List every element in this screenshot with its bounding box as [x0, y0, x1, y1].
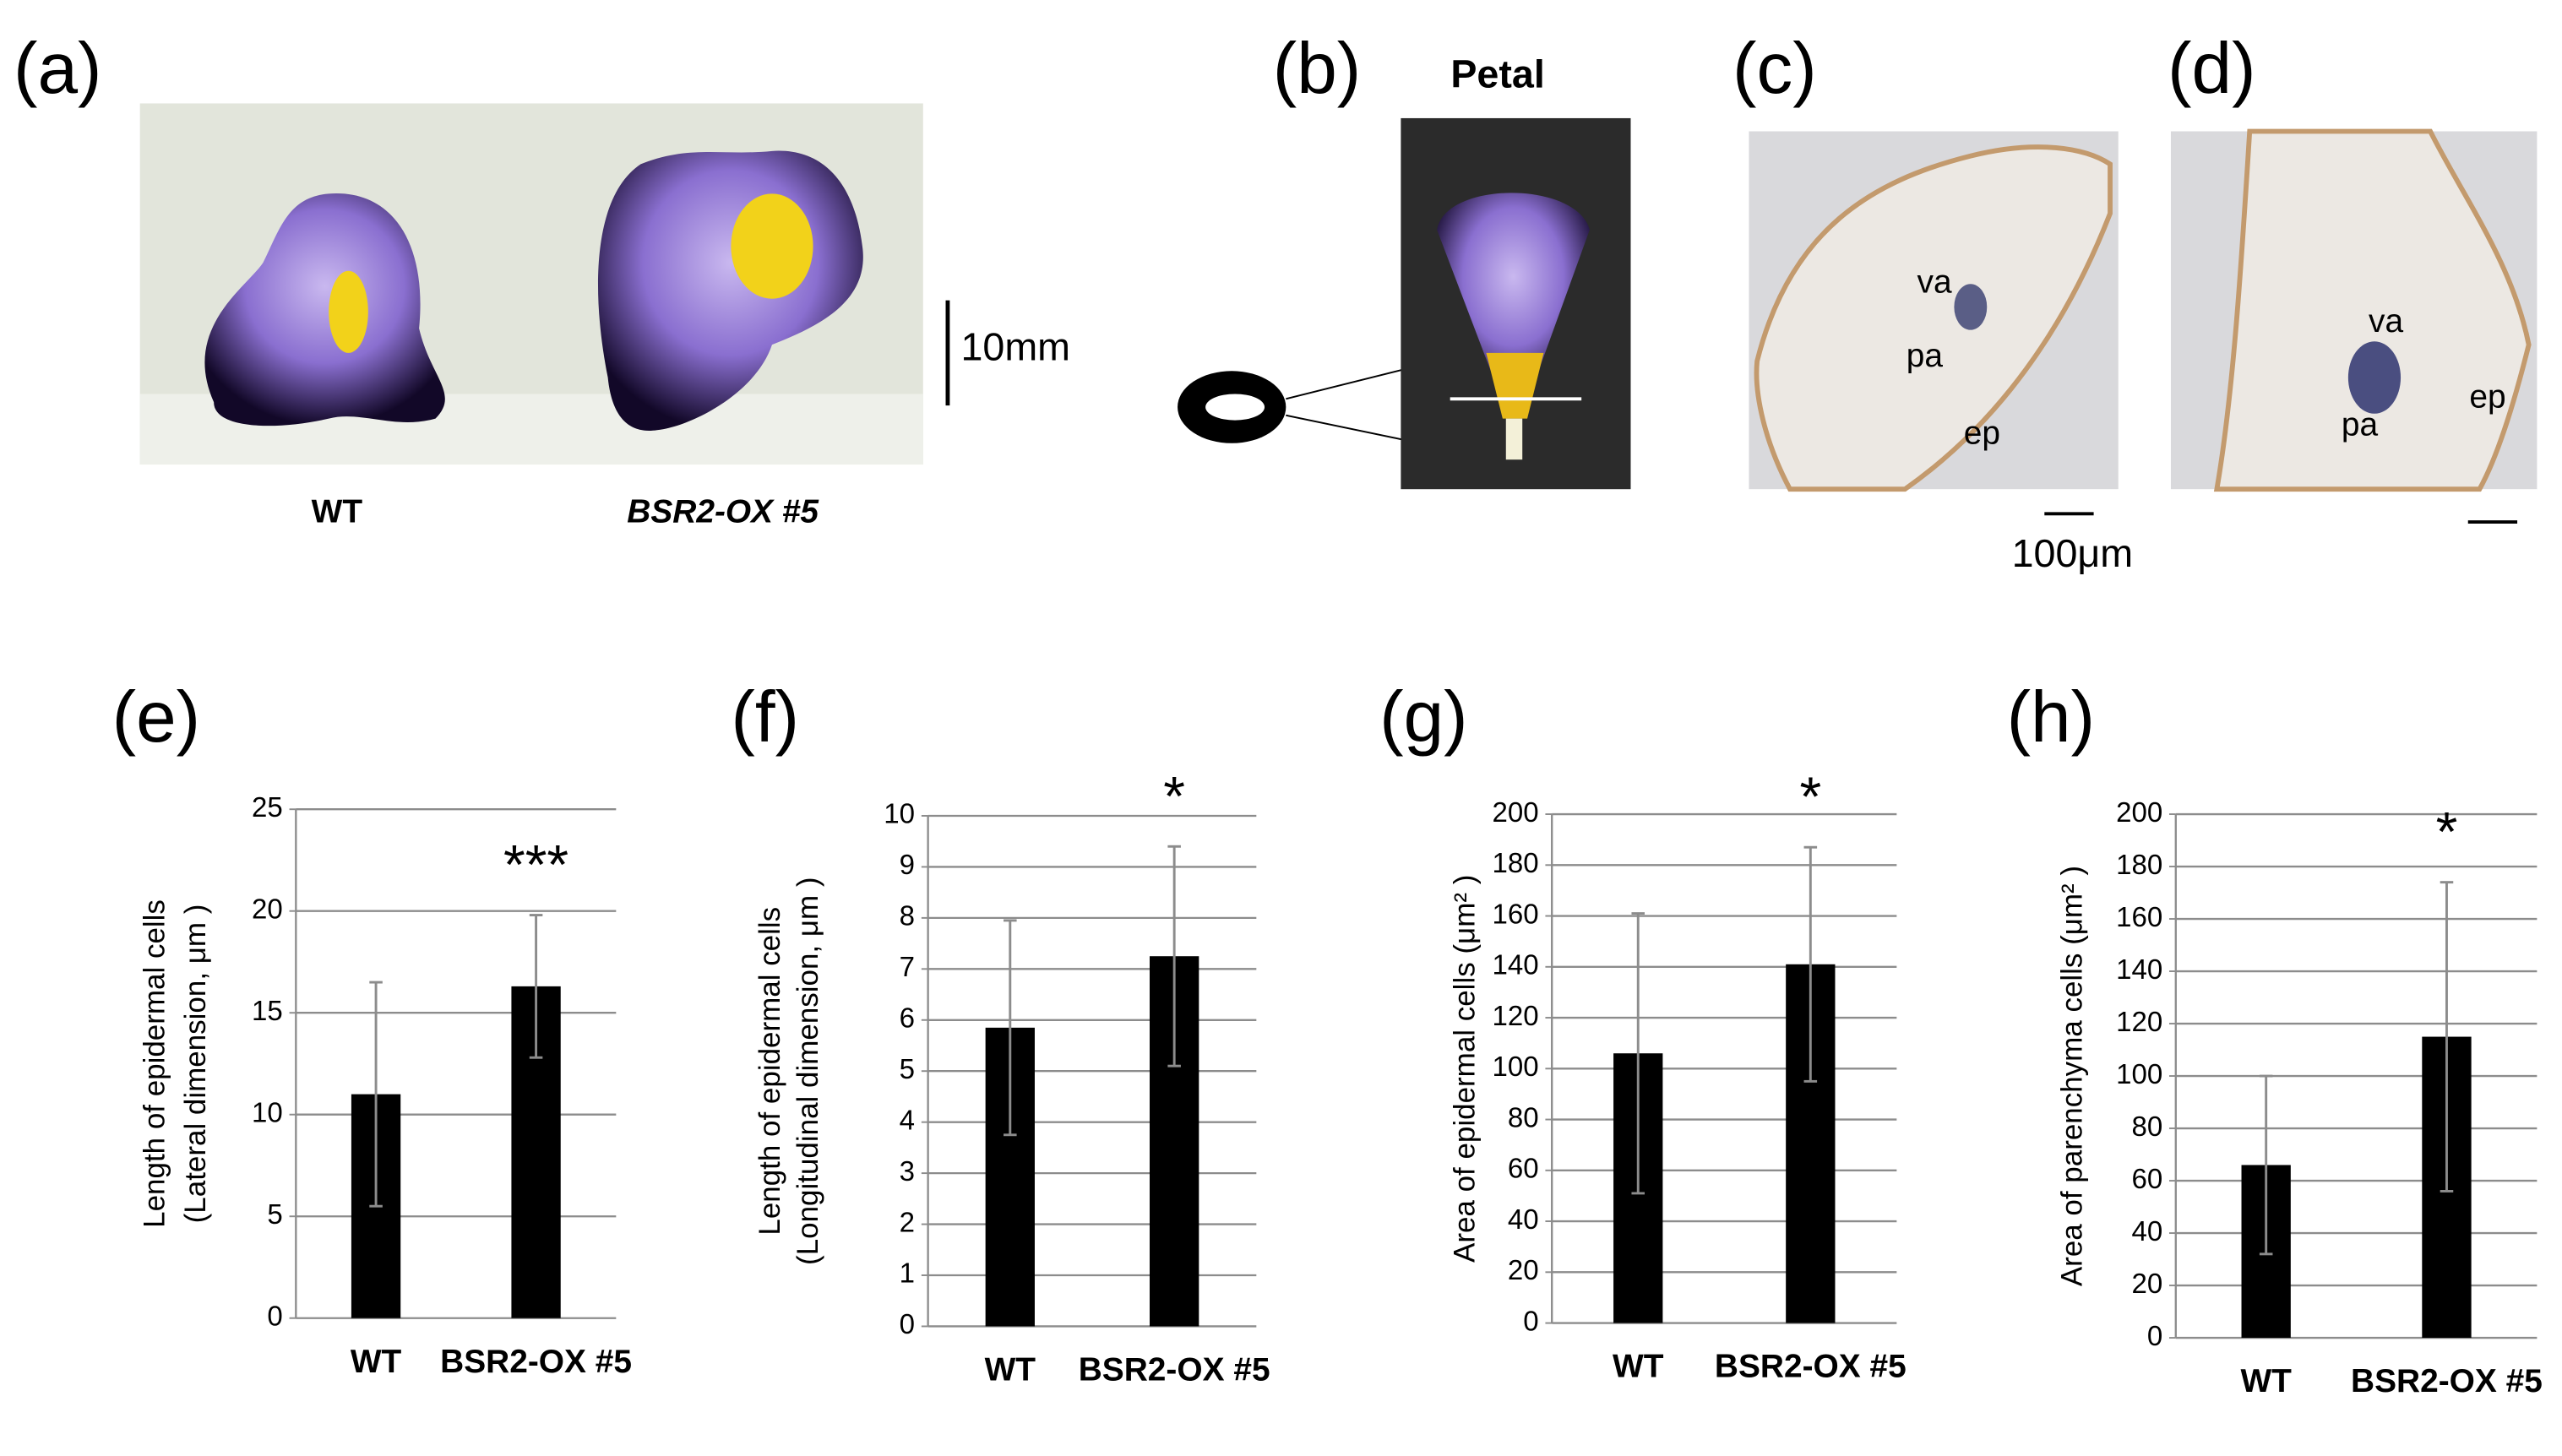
y-tick-label: 160: [1493, 899, 1539, 930]
y-tick-label: 180: [2116, 850, 2162, 881]
y-tick-label: 160: [2116, 902, 2162, 933]
y-axis-label: Area of parenchyma cells (μm² ): [2056, 866, 2089, 1286]
x-tick-label-box: BSR2-OX #5: [1078, 1352, 1270, 1389]
y-tick-label: 8: [900, 901, 915, 932]
y-tick-label: 80: [1508, 1102, 1539, 1133]
x-tick-label: WT: [1613, 1349, 1664, 1386]
panel-label: (d): [2168, 29, 2256, 109]
x-tick-label: WT: [984, 1352, 1036, 1389]
scale-label: 10mm: [960, 324, 1070, 368]
y-tick-label: 80: [2131, 1111, 2162, 1143]
x-tick-label-box: BSR2-OX #5: [2351, 1364, 2543, 1400]
micrograph-d: [2170, 128, 2538, 492]
y-tick-label: 1: [900, 1258, 915, 1290]
panel-label: (c): [1732, 29, 1817, 109]
x-tick-label-box: WT: [984, 1352, 1036, 1389]
x-tick-label: WT: [350, 1344, 402, 1381]
significance: *: [1799, 766, 1821, 829]
y-tick-label: 5: [267, 1199, 282, 1231]
y-axis-label: (Lateral dimension, μm ): [179, 905, 212, 1224]
y-tick-label: 5: [900, 1054, 915, 1085]
y-tick-label: 20: [2131, 1269, 2162, 1300]
y-tick-label: 9: [900, 850, 915, 881]
y-tick-label: 100: [1493, 1051, 1539, 1083]
y-tick-label: 15: [252, 996, 283, 1027]
y-tick-label: 0: [900, 1309, 915, 1340]
tissue-label: pa: [1907, 338, 1944, 374]
y-tick-label: 4: [900, 1105, 915, 1136]
x-tick-label: BSR2-OX #5: [440, 1344, 633, 1381]
panel-label: (b): [1273, 29, 1362, 109]
y-tick-label: 0: [267, 1301, 282, 1332]
x-tick-label: WT: [2240, 1364, 2292, 1400]
y-axis-label: Area of epidermal cells (μm² ): [1448, 875, 1481, 1263]
panel-label: (f): [731, 677, 799, 758]
x-tick-label-box: WT: [350, 1344, 402, 1381]
y-axis-label: Length of epidermal cells: [138, 899, 171, 1228]
y-tick-label: 60: [1508, 1154, 1539, 1185]
y-tick-label: 200: [1493, 797, 1539, 829]
y-tick-label: 0: [2147, 1321, 2162, 1352]
x-tick-label: BSR2-OX #5: [1714, 1349, 1907, 1386]
x-tick-label-box: BSR2-OX #5: [440, 1344, 633, 1381]
photo-title: Petal: [1450, 52, 1544, 96]
tissue-label: va: [2369, 303, 2403, 340]
diagram-b: [1178, 117, 1631, 490]
y-tick-label: 10: [252, 1097, 283, 1128]
x-tick-label: BSR2-OX #5: [2351, 1364, 2543, 1400]
micrograph-c: [1749, 131, 2119, 492]
panel-label: (e): [112, 677, 200, 758]
y-tick-label: 100: [2116, 1059, 2162, 1090]
panel-label: (g): [1379, 677, 1468, 758]
y-tick-label: 20: [252, 894, 283, 925]
x-tick-label: BSR2-OX #5: [1078, 1352, 1270, 1389]
panel-label: (h): [2007, 677, 2096, 758]
y-tick-label: 0: [1523, 1306, 1538, 1337]
tissue-label: ep: [2469, 379, 2505, 416]
y-axis-label: (Longitudinal dimension, μm ): [791, 877, 824, 1265]
tissue-label: ep: [1964, 415, 2000, 451]
significance: ***: [503, 834, 568, 897]
y-tick-label: 200: [2116, 797, 2162, 829]
y-tick-label: 10: [884, 799, 915, 830]
significance: *: [1163, 765, 1185, 828]
photo-label: BSR2-OX #5: [627, 494, 819, 530]
y-tick-label: 6: [900, 1003, 915, 1035]
x-tick-label-box: WT: [2240, 1364, 2292, 1400]
y-tick-label: 40: [2131, 1216, 2162, 1247]
y-tick-label: 2: [900, 1207, 915, 1238]
y-tick-label: 20: [1508, 1255, 1539, 1286]
photo-label: WT: [312, 494, 363, 530]
tissue-label: pa: [2342, 407, 2379, 443]
panel-label: (a): [14, 29, 102, 109]
y-tick-label: 3: [900, 1156, 915, 1187]
x-tick-label-box: WT: [1613, 1349, 1664, 1386]
y-tick-label: 40: [1508, 1204, 1539, 1236]
significance: *: [2436, 801, 2458, 864]
y-tick-label: 60: [2131, 1164, 2162, 1195]
y-tick-label: 120: [2116, 1007, 2162, 1038]
y-tick-label: 25: [252, 792, 283, 823]
photo-a: [139, 103, 923, 465]
y-tick-label: 7: [900, 952, 915, 983]
y-tick-label: 140: [2116, 954, 2162, 986]
scale-label: 100μm: [2012, 531, 2134, 575]
y-axis-label: Length of epidermal cells: [753, 907, 786, 1236]
x-tick-label-box: BSR2-OX #5: [1714, 1349, 1907, 1386]
y-tick-label: 140: [1493, 950, 1539, 981]
y-tick-label: 120: [1493, 1001, 1539, 1032]
y-tick-label: 180: [1493, 848, 1539, 879]
tissue-label: va: [1917, 264, 1952, 301]
